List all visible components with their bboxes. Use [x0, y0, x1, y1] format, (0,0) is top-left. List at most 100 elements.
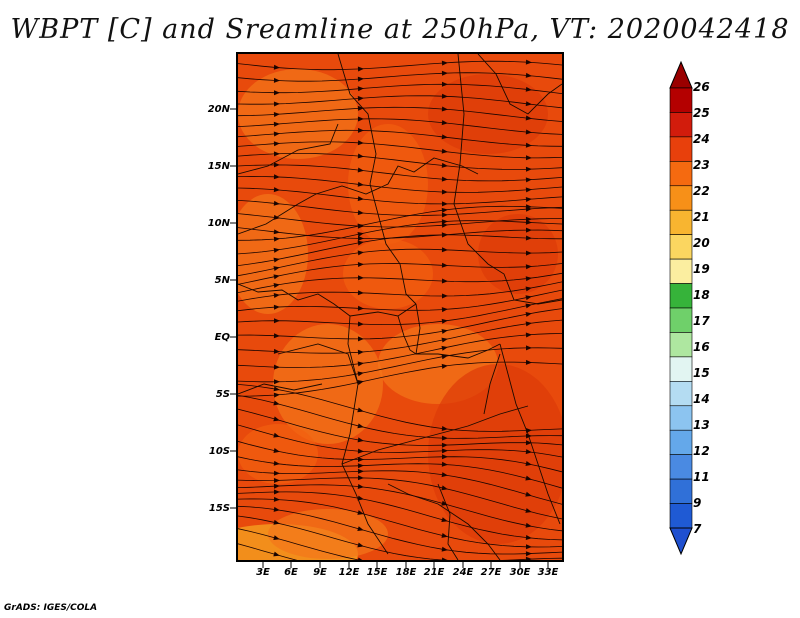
streamline-arrow [525, 535, 532, 540]
streamline-arrow [441, 448, 448, 454]
streamline-arrow [441, 106, 448, 112]
streamline-arrow [273, 304, 280, 310]
streamline-arrow [525, 166, 532, 172]
colorbar-cell [669, 283, 693, 309]
streamline-arrow [273, 478, 280, 483]
wbpt-blob [343, 239, 433, 309]
lat-label: 5N [214, 275, 230, 286]
colorbar-cell [669, 503, 693, 529]
streamline-arrow [357, 448, 364, 454]
lat-label: 5S [215, 389, 230, 400]
streamline-arrow [273, 379, 280, 385]
colorbar-cell [669, 429, 693, 455]
streamline-arrow [441, 354, 448, 360]
streamline-arrow [357, 457, 364, 462]
colorbar-label: 16 [693, 340, 710, 354]
lon-label: 3E [256, 567, 270, 578]
streamline-arrow [441, 81, 448, 87]
streamline [238, 272, 562, 293]
lat-label: 10N [207, 218, 230, 229]
streamline-arrow [273, 141, 280, 147]
streamline-arrow [357, 275, 364, 281]
wbpt-blob [238, 69, 358, 159]
axis-ticks [230, 108, 549, 568]
streamline [238, 477, 562, 520]
streamline-arrow [357, 475, 364, 481]
streamline-arrow [441, 222, 448, 228]
colorbar-label: 12 [693, 444, 710, 458]
streamline-arrow [357, 127, 364, 133]
streamline-arrow [441, 307, 448, 313]
colorbar-cell [669, 258, 693, 284]
streamlines [238, 60, 562, 560]
streamline-arrow [441, 345, 448, 351]
streamline [238, 289, 562, 312]
streamline-arrow [525, 142, 532, 148]
streamline-arrow [441, 426, 448, 431]
country-borders [238, 54, 562, 560]
streamline-arrow [273, 483, 280, 489]
colorbar-cell [669, 185, 693, 211]
streamline [238, 220, 562, 255]
streamline-arrow [357, 557, 364, 560]
streamline-arrow [525, 551, 532, 557]
streamline [238, 484, 562, 532]
streamline-arrow [441, 207, 448, 213]
streamline [238, 505, 562, 555]
streamline-arrow [357, 262, 364, 267]
streamline-arrow [273, 64, 280, 70]
streamline-arrow [441, 134, 448, 140]
colorbar-label: 13 [693, 418, 710, 432]
streamline-arrow [525, 204, 532, 210]
streamline-arrow [357, 380, 364, 385]
streamline-arrow [441, 189, 448, 195]
streamline-arrow [273, 200, 280, 206]
streamline-arrow [525, 475, 532, 481]
lon-label: 9E [313, 567, 327, 578]
streamline-arrow [273, 257, 280, 263]
streamline-arrow [441, 93, 448, 99]
streamline-arrow [273, 432, 280, 438]
streamline-arrow [441, 212, 448, 218]
streamline-arrow [273, 274, 280, 280]
streamline-arrow [441, 247, 448, 253]
streamline-arrow [357, 86, 364, 92]
streamline [238, 498, 562, 548]
streamline-arrow [357, 240, 364, 246]
streamline-arrow [525, 321, 532, 327]
streamline [238, 308, 562, 340]
streamline-arrow [357, 463, 364, 469]
streamline [238, 72, 562, 82]
streamline-arrow [441, 328, 448, 334]
streamline-arrow [357, 231, 364, 237]
streamline-arrow [441, 435, 448, 441]
streamline-arrow [441, 517, 448, 523]
streamline-arrow [357, 349, 364, 355]
streamline-arrow [525, 332, 532, 338]
wbpt-shading [238, 69, 562, 560]
streamline [238, 200, 562, 216]
streamline-arrow [357, 66, 364, 72]
colorbar-cell [669, 478, 693, 504]
streamline-arrow [441, 219, 448, 225]
streamline [238, 106, 562, 122]
streamline [238, 491, 562, 541]
streamline-arrow [441, 176, 448, 182]
streamline-arrow [273, 293, 280, 298]
streamline [238, 95, 562, 109]
lon-label: 15E [366, 567, 388, 578]
streamline-arrow [525, 72, 532, 78]
lon-label: 21E [423, 567, 445, 578]
streamline [238, 60, 562, 71]
streamline-arrow [525, 508, 532, 513]
streamline-arrow [525, 311, 532, 317]
streamline-arrow [273, 496, 280, 502]
streamline [238, 141, 562, 159]
streamline-arrow [357, 542, 364, 548]
streamline-arrow [357, 235, 364, 241]
streamline-arrow [525, 197, 532, 202]
streamline-arrow [441, 278, 448, 284]
streamline-arrow [525, 544, 532, 550]
streamline [238, 408, 562, 446]
streamline-arrow [525, 219, 532, 225]
